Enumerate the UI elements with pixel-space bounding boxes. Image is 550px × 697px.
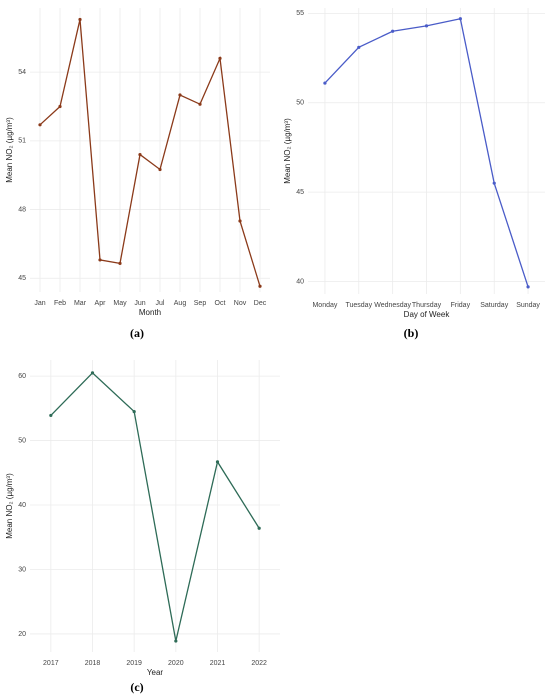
x-tick-label: Apr	[95, 300, 107, 307]
y-tick-label: 50	[18, 437, 26, 444]
x-tick-label: Friday	[451, 302, 471, 309]
data-point	[258, 284, 262, 288]
data-line	[39, 19, 261, 287]
x-axis-title: Month	[139, 308, 161, 317]
x-tick-label: Feb	[54, 300, 66, 307]
x-tick-label: Nov	[234, 300, 247, 307]
x-tick-label: 2020	[168, 660, 184, 667]
x-tick-label: Aug	[174, 300, 187, 307]
x-tick-label: Sep	[194, 300, 207, 307]
y-tick-label: 40	[296, 278, 304, 285]
x-tick-label: Monday	[312, 302, 337, 309]
y-tick-label: 54	[18, 69, 26, 76]
y-tick-label: 45	[18, 275, 26, 282]
x-tick-label: Sunday	[516, 302, 540, 309]
data-point	[78, 17, 82, 22]
y-tick-label: 45	[296, 189, 304, 196]
data-point	[98, 258, 102, 262]
x-tick-label: Jul	[156, 300, 165, 307]
data-point	[492, 181, 496, 185]
data-point	[215, 460, 220, 464]
y-tick-label: 30	[18, 566, 26, 573]
data-point	[58, 104, 62, 109]
data-point	[132, 409, 136, 414]
data-point	[218, 56, 222, 60]
data-point	[357, 45, 361, 49]
data-point	[323, 81, 327, 85]
data-point	[158, 167, 162, 172]
data-point	[458, 17, 462, 21]
x-tick-label: 2022	[251, 660, 267, 667]
x-tick-label: 2017	[43, 660, 59, 667]
y-tick-label: 50	[296, 100, 304, 107]
y-tick-label: 40	[18, 502, 26, 509]
y-axis-title: Mean NO₂ (µg/m³)	[5, 473, 14, 539]
y-tick-label: 55	[296, 10, 304, 17]
y-tick-label: 20	[18, 631, 26, 638]
x-tick-label: Saturday	[480, 302, 509, 309]
data-point	[178, 93, 182, 97]
data-point	[49, 413, 53, 418]
x-tick-label: Oct	[215, 300, 226, 307]
data-point	[198, 102, 202, 106]
data-point	[238, 219, 242, 223]
y-axis-title: Mean NO₂ (µg/m³)	[5, 117, 14, 183]
data-point	[391, 29, 395, 33]
data-point	[526, 285, 530, 289]
x-tick-label: Jan	[34, 300, 45, 307]
x-tick-label: Mar	[74, 300, 87, 307]
x-tick-label: Jun	[134, 300, 145, 307]
x-tick-label: 2019	[126, 660, 142, 667]
data-point	[90, 371, 95, 375]
x-axis-title: Year	[147, 668, 164, 677]
data-point	[38, 123, 42, 127]
x-tick-label: Wednesday	[374, 302, 411, 309]
x-axis-title: Day of Week	[404, 310, 451, 319]
x-tick-label: May	[113, 300, 127, 307]
data-point	[174, 639, 178, 643]
data-point	[424, 24, 429, 28]
x-tick-label: Thursday	[412, 302, 442, 309]
y-tick-label: 48	[18, 206, 26, 213]
y-axis-title: Mean NO₂ (µg/m³)	[283, 118, 292, 184]
caption: (a)	[130, 326, 144, 340]
caption: (c)	[130, 680, 143, 694]
data-point	[118, 261, 122, 265]
x-tick-label: 2021	[210, 660, 226, 667]
x-tick-label: Dec	[254, 300, 267, 307]
y-tick-label: 51	[18, 138, 26, 145]
data-point	[138, 152, 142, 157]
caption: (b)	[404, 326, 419, 340]
x-tick-label: 2018	[85, 660, 101, 667]
y-tick-label: 60	[18, 373, 26, 380]
x-tick-label: Tuesday	[345, 302, 372, 309]
data-point	[257, 526, 261, 530]
data-line	[50, 371, 260, 642]
